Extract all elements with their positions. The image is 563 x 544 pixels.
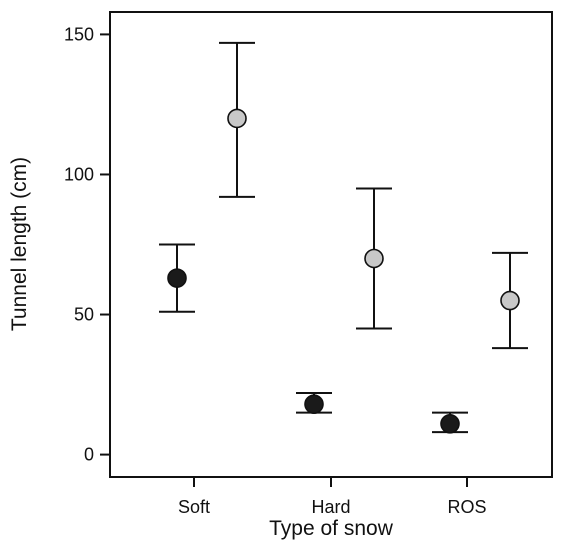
data-marks: [159, 41, 528, 434]
x-axis: Soft Hard ROS: [178, 477, 487, 517]
data-point: [227, 108, 247, 129]
data-point: [440, 413, 460, 434]
y-axis-label: Tunnel length (cm): [8, 157, 31, 331]
x-tick-label: ROS: [447, 497, 486, 517]
y-tick-label: 0: [84, 445, 94, 465]
y-tick-label: 100: [64, 164, 94, 184]
x-axis-label: Type of snow: [269, 517, 394, 540]
data-point: [364, 248, 384, 269]
y-tick-label: 150: [64, 24, 94, 44]
x-tick-label: Soft: [178, 497, 210, 517]
data-point: [167, 268, 187, 288]
data-point: [304, 394, 324, 414]
data-point: [500, 290, 520, 311]
x-tick-label: Hard: [311, 497, 350, 517]
y-axis: 0 50 100 150: [64, 24, 110, 465]
y-tick-label: 50: [74, 305, 94, 325]
